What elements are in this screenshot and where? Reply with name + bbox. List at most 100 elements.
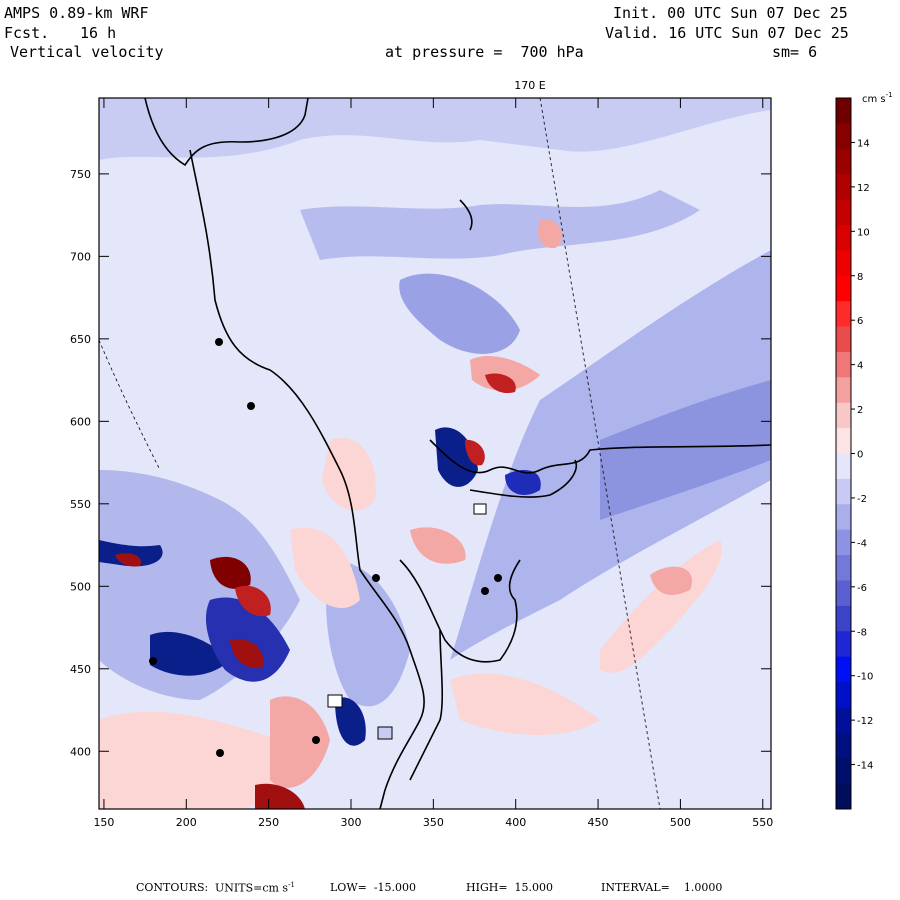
- y-tick-label: 450: [70, 663, 91, 676]
- red-core: [465, 439, 485, 466]
- pressure-level: at pressure = 700 hPa: [385, 43, 584, 61]
- plot-frame: [98, 97, 772, 810]
- colorbar-label: 6: [857, 316, 863, 327]
- eastern-core: [600, 380, 771, 520]
- valid-time: Valid. 16 UTC Sun 07 Dec 25: [605, 24, 849, 42]
- colorbar-swatch: [836, 631, 851, 658]
- red-patch: [538, 219, 563, 249]
- colorbar-label: 12: [857, 183, 870, 194]
- station-marker: [494, 574, 502, 582]
- field-name: Vertical velocity: [10, 43, 164, 61]
- colorbar-swatch: [836, 682, 851, 708]
- model-title: AMPS 0.89-km WRF: [4, 4, 149, 22]
- smoothing-value: sm= 6: [772, 43, 818, 61]
- x-tick-label: 400: [505, 816, 526, 829]
- axis-tick-labels: 150 200 250 300 350 400 450 500 550 750 700 650 600 5…: [70, 168, 773, 829]
- red-patch: [322, 438, 376, 511]
- colorbar-swatch: [836, 529, 851, 556]
- coastline: [409, 629, 444, 781]
- red-patch: [290, 527, 360, 609]
- y-tick-label: 550: [70, 498, 91, 511]
- high-value: HIGH= 15.000: [466, 881, 554, 894]
- meridian-west: [99, 339, 161, 471]
- colorbar-swatch: [836, 453, 851, 480]
- colorbar-swatch: [836, 580, 851, 607]
- blue-core: [205, 597, 290, 682]
- colorbar-swatch: [836, 123, 851, 150]
- north-band: [99, 98, 771, 160]
- red-patch: [270, 696, 330, 788]
- forecast-label: Fcst.: [4, 24, 50, 42]
- colorbar-label: 0: [857, 450, 863, 461]
- interval-value: INTERVAL= 1.0000: [601, 881, 723, 894]
- station-marker: [216, 749, 224, 757]
- x-tick-label: 250: [258, 816, 279, 829]
- red-patch: [450, 673, 600, 735]
- map-field: [99, 98, 771, 809]
- convective-cores: [99, 373, 541, 809]
- coastline: [459, 199, 473, 231]
- station-marker: [372, 574, 380, 582]
- station-marker: [215, 338, 223, 346]
- colorbar-swatch: [836, 199, 851, 226]
- colorbar-unit: cm s-1: [862, 91, 893, 105]
- graticule: [99, 98, 661, 809]
- x-tick-label: 350: [423, 816, 444, 829]
- x-tick-label: 200: [176, 816, 197, 829]
- x-tick-label: 300: [341, 816, 362, 829]
- deep-blue-core: [150, 631, 230, 676]
- y-tick-label: 500: [70, 580, 91, 593]
- station-marker: [481, 587, 489, 595]
- colorbar-swatch: [836, 98, 851, 124]
- station-box: [377, 726, 393, 740]
- coastline: [469, 459, 577, 498]
- x-tick-label: 150: [93, 816, 114, 829]
- mid-band: [399, 273, 520, 354]
- upper-band: [300, 190, 700, 260]
- colorbar-swatch: [836, 428, 851, 454]
- colorbar-labels: 14 12 10 8 6 4 2 0 -2 -4 -6 -8 -10 -12 -14: [851, 138, 873, 772]
- red-patch: [410, 527, 466, 564]
- red-core: [485, 373, 516, 394]
- colorbar-swatch: [836, 326, 851, 353]
- colorbar: [836, 98, 851, 810]
- red-patch: [600, 540, 722, 673]
- deep-red-core: [210, 556, 251, 589]
- colorbar-label: 8: [857, 272, 863, 283]
- colorbar-swatch: [836, 174, 851, 201]
- station-markers: [149, 338, 502, 757]
- colorbar-label: -8: [857, 627, 867, 638]
- station-marker: [149, 657, 157, 665]
- station-box: [327, 694, 343, 708]
- low-value: LOW= -15.000: [330, 881, 417, 894]
- coastline: [189, 149, 425, 809]
- colorbar-swatch: [836, 555, 851, 581]
- colorbar-label: -10: [857, 672, 873, 683]
- colorbar-swatch: [836, 732, 851, 759]
- colorbar-swatch: [836, 656, 851, 683]
- red-core: [255, 783, 305, 809]
- colorbar-swatch: [836, 783, 851, 810]
- station-box: [473, 503, 487, 515]
- meridian-label: 170 E: [514, 79, 545, 92]
- deep-blue-core: [335, 697, 366, 746]
- station-marker: [247, 402, 255, 410]
- coastlines: [144, 98, 771, 809]
- colorbar-label: 10: [857, 227, 870, 238]
- colorbar-swatch: [836, 707, 851, 734]
- station-marker: [312, 736, 320, 744]
- coastline: [429, 439, 771, 474]
- colorbar-label: 2: [857, 405, 863, 416]
- colorbar-label: -14: [857, 761, 873, 772]
- red-patch: [470, 355, 540, 391]
- x-tick-label: 550: [752, 816, 773, 829]
- colorbar-swatch: [836, 224, 851, 251]
- red-core: [230, 639, 264, 669]
- y-tick-label: 600: [70, 415, 91, 428]
- coastline: [144, 98, 309, 167]
- red-patch: [99, 711, 288, 809]
- meridian-170e: [539, 98, 661, 809]
- colorbar-swatch: [836, 504, 851, 531]
- colorbar-label: -6: [857, 583, 867, 594]
